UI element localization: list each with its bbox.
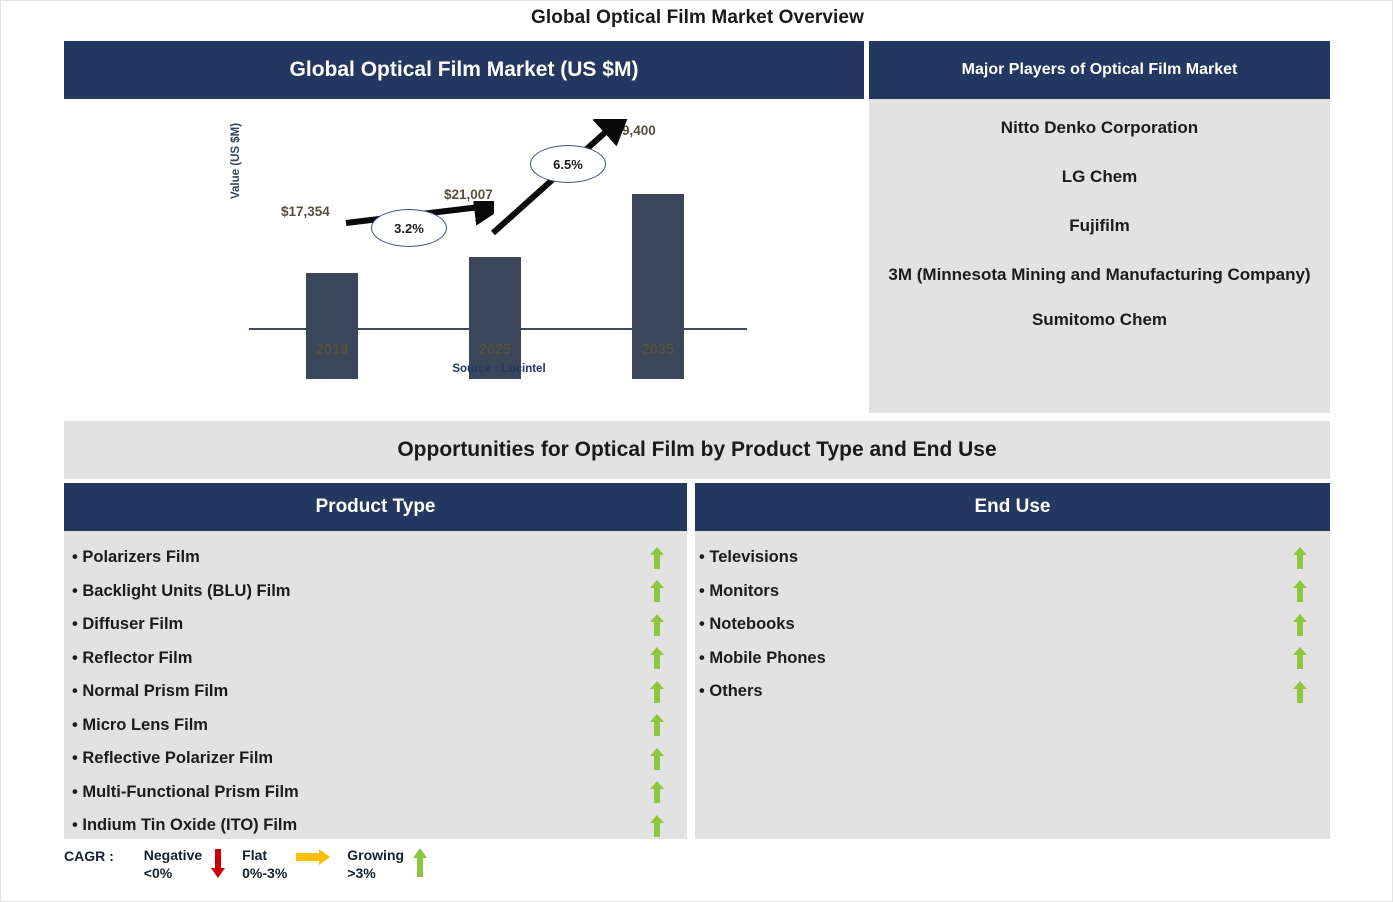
chart-panel-header: Global Optical Film Market (US $M) [64, 41, 864, 99]
list-item: • Mobile Phones [695, 642, 1330, 676]
arrow-up-green-icon [649, 613, 665, 637]
list-item-label: • Reflective Polarizer Film [72, 749, 274, 768]
player-item: Sumitomo Chem [1031, 309, 1168, 329]
arrow-up-green-icon [649, 579, 665, 603]
end-use-panel: End Use • Televisions • Monitors • Noteb… [695, 483, 1330, 839]
legend-entry-negative-text: Negative <0% [144, 846, 202, 883]
legend-entry-growing-range: >3% [347, 865, 376, 882]
legend-entry-flat-text: Flat 0%-3% [242, 846, 287, 883]
page-title: Global Optical Film Market Overview [531, 7, 864, 28]
list-item: • Backlight Units (BLU) Film [64, 575, 687, 609]
chart-y-axis-label: Value (US $M) [230, 122, 242, 199]
legend-entry-flat: Flat 0%-3% [242, 846, 339, 883]
arrow-up-green-icon [649, 780, 665, 804]
bar-value-2019: $17,354 [281, 204, 330, 219]
legend-entry-growing-name: Growing [347, 847, 405, 863]
list-item: • Reflective Polarizer Film [64, 742, 687, 776]
player-item: Nitto Denko Corporation [1000, 118, 1199, 137]
list-item: • Multi-Functional Prism Film [64, 776, 687, 810]
list-item: • Notebooks [695, 608, 1330, 642]
bar-2035 [632, 194, 684, 379]
legend-entry-flat-range: 0%-3% [242, 865, 288, 882]
bar-chart: Value (US $M) $17,354 $21,007 $39,400 20… [64, 99, 864, 413]
list-item-label: • Diffuser Film [72, 615, 184, 634]
cagr-legend-title: CAGR : [64, 848, 114, 864]
arrow-up-green-icon [649, 546, 665, 570]
list-item-label: • Normal Prism Film [72, 682, 229, 701]
list-item-label: • Polarizers Film [72, 548, 200, 567]
list-item: • Reflector Film [64, 642, 687, 676]
chart-plot-area: $17,354 $21,007 $39,400 2019 2025 2035 [249, 99, 749, 379]
arrow-up-green-icon [1292, 680, 1308, 704]
arrow-right-orange-icon [295, 846, 331, 867]
list-item-label: • Indium Tin Oxide (ITO) Film [72, 816, 298, 835]
list-item-label: • Reflector Film [72, 648, 193, 667]
legend-entry-growing-text: Growing >3% [347, 846, 404, 883]
list-item-label: • Backlight Units (BLU) Film [72, 581, 291, 600]
list-item: • Diffuser Film [64, 608, 687, 642]
list-item: • Monitors [695, 575, 1330, 609]
product-type-header: Product Type [64, 483, 687, 531]
list-item: • Others [695, 675, 1330, 709]
list-item: • Polarizers Film [64, 541, 687, 575]
major-players-panel: Major Players of Optical Film Market Nit… [869, 41, 1330, 413]
arrow-up-green-icon [649, 646, 665, 670]
player-item: LG Chem [1061, 166, 1138, 186]
list-item: • Indium Tin Oxide (ITO) Film [64, 809, 687, 843]
cagr-callout-6-5: 6.5% [530, 145, 606, 183]
arrow-down-red-icon [210, 846, 226, 879]
arrow-up-green-icon [1292, 613, 1308, 637]
bar-value-2025: $21,007 [444, 187, 493, 202]
opportunities-band-title: Opportunities for Optical Film by Produc… [64, 421, 1330, 479]
x-tick-2035: 2035 [641, 342, 675, 358]
x-tick-2019: 2019 [315, 342, 349, 358]
arrow-up-green-icon [1292, 579, 1308, 603]
chart-panel: Global Optical Film Market (US $M) Value… [64, 41, 864, 413]
list-item-label: • Multi-Functional Prism Film [72, 782, 299, 801]
player-item: 3M (Minnesota Mining and Manufacturing C… [888, 264, 1311, 284]
legend-entry-growing: Growing >3% [347, 846, 436, 883]
arrow-up-green-icon [649, 814, 665, 838]
arrow-up-green-icon [1292, 546, 1308, 570]
product-type-panel: Product Type • Polarizers Film • Backlig… [64, 483, 687, 839]
list-item: • Micro Lens Film [64, 709, 687, 743]
bar-2025 [469, 257, 521, 379]
arrow-up-green-icon [649, 747, 665, 771]
list-item-label: • Notebooks [699, 615, 795, 634]
major-players-header: Major Players of Optical Film Market [869, 41, 1330, 99]
chart-source: Source : Lucintel [452, 363, 546, 375]
arrow-up-green-icon [649, 680, 665, 704]
arrow-up-green-icon [649, 713, 665, 737]
legend-entry-negative: Negative <0% [144, 846, 234, 883]
legend-entry-flat-name: Flat [242, 847, 268, 863]
x-tick-2025: 2025 [478, 342, 512, 358]
arrow-up-green-icon [1292, 646, 1308, 670]
bar-2019 [306, 273, 358, 379]
list-item-label: • Monitors [699, 581, 780, 600]
cagr-legend: CAGR : Negative <0% Flat 0%-3% Growing >… [64, 846, 444, 883]
major-players-list: Nitto Denko Corporation LG Chem Fujifilm… [869, 99, 1330, 413]
list-item: • Normal Prism Film [64, 675, 687, 709]
product-type-list: • Polarizers Film • Backlight Units (BLU… [64, 531, 687, 843]
legend-entry-negative-name: Negative [143, 847, 203, 863]
list-item-label: • Others [699, 682, 763, 701]
list-item: • Televisions [695, 541, 1330, 575]
list-item-label: • Mobile Phones [699, 648, 826, 667]
cagr-callout-3-2: 3.2% [371, 209, 447, 247]
legend-entry-negative-range: <0% [143, 865, 173, 882]
arrow-up-green-icon [412, 846, 428, 879]
end-use-list: • Televisions • Monitors • Notebooks • M… [695, 531, 1330, 709]
end-use-header: End Use [695, 483, 1330, 531]
list-item-label: • Micro Lens Film [72, 715, 208, 734]
player-item: Fujifilm [1069, 215, 1130, 235]
list-item-label: • Televisions [699, 548, 799, 567]
